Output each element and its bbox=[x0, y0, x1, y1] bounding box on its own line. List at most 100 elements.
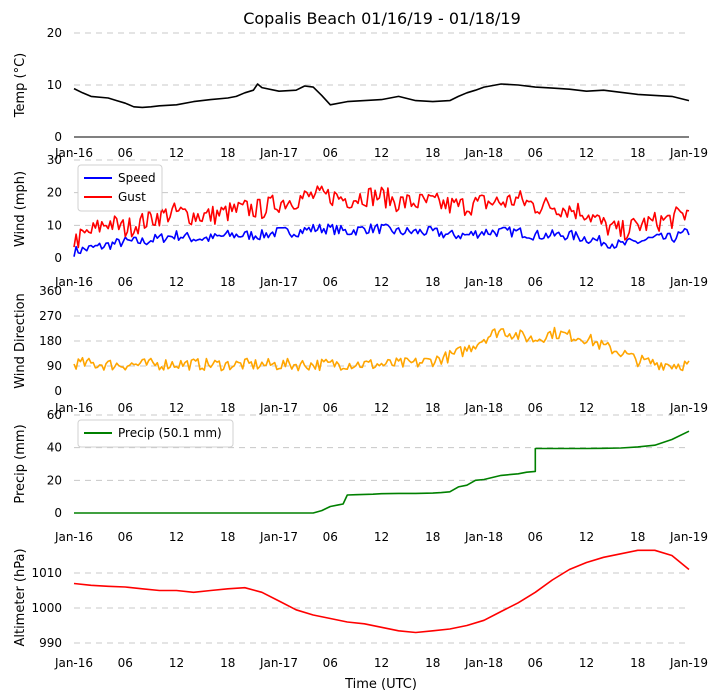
wind-series-gust bbox=[73, 185, 690, 249]
wind_direction-xtick-label: 12 bbox=[579, 401, 594, 415]
temperature-ytick-label: 10 bbox=[47, 78, 62, 92]
wind-series-speed bbox=[73, 223, 690, 257]
precip-series-precip-50-1-mm- bbox=[74, 430, 690, 514]
altimeter-xtick-label: 12 bbox=[169, 656, 184, 670]
wind_direction-xtick-label: 06 bbox=[118, 401, 133, 415]
altimeter-xtick-label: Jan-16 bbox=[54, 656, 93, 670]
altimeter-xtick-label: 06 bbox=[323, 656, 338, 670]
temperature-series-temp bbox=[73, 83, 690, 109]
wind_direction-ylabel: Wind Direction bbox=[13, 293, 28, 389]
wind-xtick-label: Jan-16 bbox=[54, 275, 93, 289]
precip-ytick-label: 0 bbox=[54, 506, 62, 520]
wind_direction-xtick-label: Jan-17 bbox=[259, 401, 298, 415]
wind-ytick-label: 10 bbox=[47, 218, 62, 232]
temperature-xtick-label: 18 bbox=[425, 146, 440, 160]
temperature-ytick-label: 20 bbox=[47, 26, 62, 40]
precip-xtick-label: 06 bbox=[118, 530, 133, 544]
temperature-xtick-label: Jan-19 bbox=[669, 146, 708, 160]
temperature-xtick-label: 12 bbox=[374, 146, 389, 160]
altimeter-xtick-label: Jan-19 bbox=[669, 656, 708, 670]
wind_direction-xtick-label: 12 bbox=[374, 401, 389, 415]
altimeter-xtick-label: 18 bbox=[425, 656, 440, 670]
precip-xtick-label: 18 bbox=[425, 530, 440, 544]
altimeter-xtick-label: Jan-18 bbox=[464, 656, 503, 670]
precip-ylabel: Precip (mm) bbox=[13, 424, 28, 503]
wind-xtick-label: 12 bbox=[374, 275, 389, 289]
precip-ytick-label: 20 bbox=[47, 473, 62, 487]
altimeter-xtick-label: 18 bbox=[630, 656, 645, 670]
altimeter-xtick-label: 06 bbox=[118, 656, 133, 670]
precip-legend-entry: Precip (50.1 mm) bbox=[118, 426, 222, 440]
precip-xtick-label: 06 bbox=[528, 530, 543, 544]
wind-ytick-label: 0 bbox=[54, 251, 62, 265]
wind_direction-xtick-label: Jan-18 bbox=[464, 401, 503, 415]
precip-panel: 0 20 40 60 Precip (mm) Jan-16 06 12 18 Jan-17 06 12… bbox=[13, 408, 708, 544]
wind-panel: 0 10 20 30 Wind (mph) Jan-16 06 12 18 Jan-17 06 12 1… bbox=[13, 153, 708, 289]
precip-ytick-label: 40 bbox=[47, 441, 62, 455]
wind_direction-xtick-label: 12 bbox=[169, 401, 184, 415]
wind_direction-xtick-label: 18 bbox=[630, 401, 645, 415]
altimeter-ytick-label: 990 bbox=[39, 636, 62, 650]
wind-xtick-label: 06 bbox=[118, 275, 133, 289]
precip-legend bbox=[77, 419, 234, 448]
wind-xtick-label: 12 bbox=[579, 275, 594, 289]
altimeter-xtick-label: 18 bbox=[220, 656, 235, 670]
x-axis-label: Time (UTC) bbox=[344, 677, 417, 692]
precip-xtick-label: Jan-17 bbox=[259, 530, 298, 544]
altimeter-ylabel: Altimeter (hPa) bbox=[13, 548, 28, 646]
temperature-xtick-label: 06 bbox=[118, 146, 133, 160]
wind_direction-xtick-label: 06 bbox=[528, 401, 543, 415]
wind-ytick-label: 20 bbox=[47, 186, 62, 200]
wind-ytick-label: 30 bbox=[47, 153, 62, 167]
temperature-panel: 0 10 20 Temp (°C) Jan-16 06 12 18 Jan-17 06 12 18 Ja… bbox=[13, 26, 708, 160]
temperature-ylabel: Temp (°C) bbox=[13, 53, 28, 119]
precip-xtick-label: Jan-18 bbox=[464, 530, 503, 544]
chart-title: Copalis Beach 01/16/19 - 01/18/19 bbox=[243, 9, 521, 28]
altimeter-xtick-label: 12 bbox=[374, 656, 389, 670]
wind-xtick-label: Jan-19 bbox=[669, 275, 708, 289]
precip-xtick-label: 06 bbox=[323, 530, 338, 544]
temperature-xtick-label: Jan-18 bbox=[464, 146, 503, 160]
temperature-xtick-label: Jan-16 bbox=[54, 146, 93, 160]
altimeter-series-altimeter bbox=[73, 549, 690, 634]
temperature-xtick-label: 06 bbox=[528, 146, 543, 160]
precip-xtick-label: 12 bbox=[374, 530, 389, 544]
altimeter-xtick-label: 12 bbox=[579, 656, 594, 670]
wind-xtick-label: 18 bbox=[425, 275, 440, 289]
wind-xtick-label: 18 bbox=[220, 275, 235, 289]
wind-legend bbox=[77, 164, 163, 212]
wind_direction-ytick-label: 0 bbox=[54, 384, 62, 398]
precip-ytick-label: 60 bbox=[47, 408, 62, 422]
wind_direction-xtick-label: 06 bbox=[323, 401, 338, 415]
wind_direction-ytick-label: 360 bbox=[39, 284, 62, 298]
temperature-xtick-label: 06 bbox=[323, 146, 338, 160]
precip-xtick-label: 18 bbox=[630, 530, 645, 544]
altimeter-ytick-label: 1010 bbox=[31, 566, 62, 580]
wind_direction-series-direction bbox=[73, 326, 690, 372]
altimeter-xtick-label: 06 bbox=[528, 656, 543, 670]
wind-xtick-label: 12 bbox=[169, 275, 184, 289]
temperature-xtick-label: 12 bbox=[169, 146, 184, 160]
precip-xtick-label: 12 bbox=[169, 530, 184, 544]
temperature-xtick-label: 18 bbox=[220, 146, 235, 160]
temperature-xtick-label: Jan-17 bbox=[259, 146, 298, 160]
wind-legend-entry: Gust bbox=[118, 190, 146, 204]
wind-ylabel: Wind (mph) bbox=[13, 171, 28, 247]
wind-legend-entry: Speed bbox=[118, 171, 156, 185]
temperature-xtick-label: 12 bbox=[579, 146, 594, 160]
wind_direction-xtick-label: 18 bbox=[220, 401, 235, 415]
altimeter-ytick-label: 1000 bbox=[31, 601, 62, 615]
precip-xtick-label: Jan-16 bbox=[54, 530, 93, 544]
wind-xtick-label: 06 bbox=[528, 275, 543, 289]
precip-xtick-label: Jan-19 bbox=[669, 530, 708, 544]
wind_direction-xtick-label: 18 bbox=[425, 401, 440, 415]
wind_direction-ytick-label: 270 bbox=[39, 309, 62, 323]
wind-xtick-label: 06 bbox=[323, 275, 338, 289]
precip-xtick-label: 12 bbox=[579, 530, 594, 544]
wind_direction-ytick-label: 180 bbox=[39, 334, 62, 348]
temperature-ytick-label: 0 bbox=[54, 130, 62, 144]
temperature-xtick-label: 18 bbox=[630, 146, 645, 160]
wind-xtick-label: Jan-18 bbox=[464, 275, 503, 289]
altimeter-xtick-label: Jan-17 bbox=[259, 656, 298, 670]
